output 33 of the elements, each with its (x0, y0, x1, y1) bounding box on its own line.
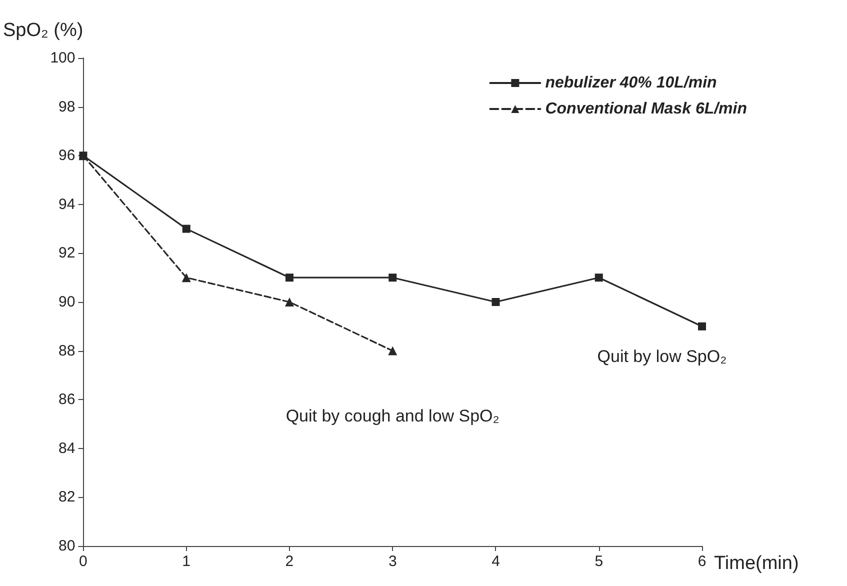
y-tick-label: 96 (58, 147, 76, 164)
point (388, 346, 398, 356)
y-tick-label: 90 (58, 294, 76, 310)
y-tick-label: 80 (58, 538, 76, 554)
point (182, 224, 190, 233)
y-tick-label: 88 (58, 342, 76, 360)
y-tick-label: 98 (58, 98, 76, 116)
y-tick-label: 86 (58, 391, 76, 408)
point (284, 298, 294, 306)
x-tick-label: 1 (182, 553, 191, 570)
y-tick-label: 82 (58, 488, 76, 506)
x-tick-label: 4 (492, 553, 500, 570)
y-tick-label: 100 (50, 50, 76, 66)
legend-label: Conventional Mask 6L/min (545, 100, 748, 118)
point (594, 274, 603, 282)
x-tick-label: 0 (79, 553, 88, 570)
point (182, 273, 191, 282)
legend-label: nebulizer 40% 10L/min (545, 74, 718, 92)
x-tick-label: 2 (285, 553, 294, 570)
annotation: Quit by low SpO₂ (597, 346, 727, 366)
y-tick-label: 92 (58, 244, 76, 262)
y-tick-label: 94 (58, 196, 76, 213)
y-axis-title: SpO₂ (%) (2, 20, 84, 41)
x-tick-label: 3 (388, 553, 397, 570)
point (285, 274, 294, 282)
x-axis-title: Time(min) (714, 553, 799, 574)
annotation: Quit by cough and low SpO₂ (286, 406, 500, 426)
x-tick-label: 6 (698, 553, 706, 570)
x-tick-label: 5 (594, 553, 604, 570)
point (492, 298, 500, 306)
y-tick-label: 84 (58, 440, 76, 457)
point (388, 274, 397, 282)
point (698, 322, 706, 330)
